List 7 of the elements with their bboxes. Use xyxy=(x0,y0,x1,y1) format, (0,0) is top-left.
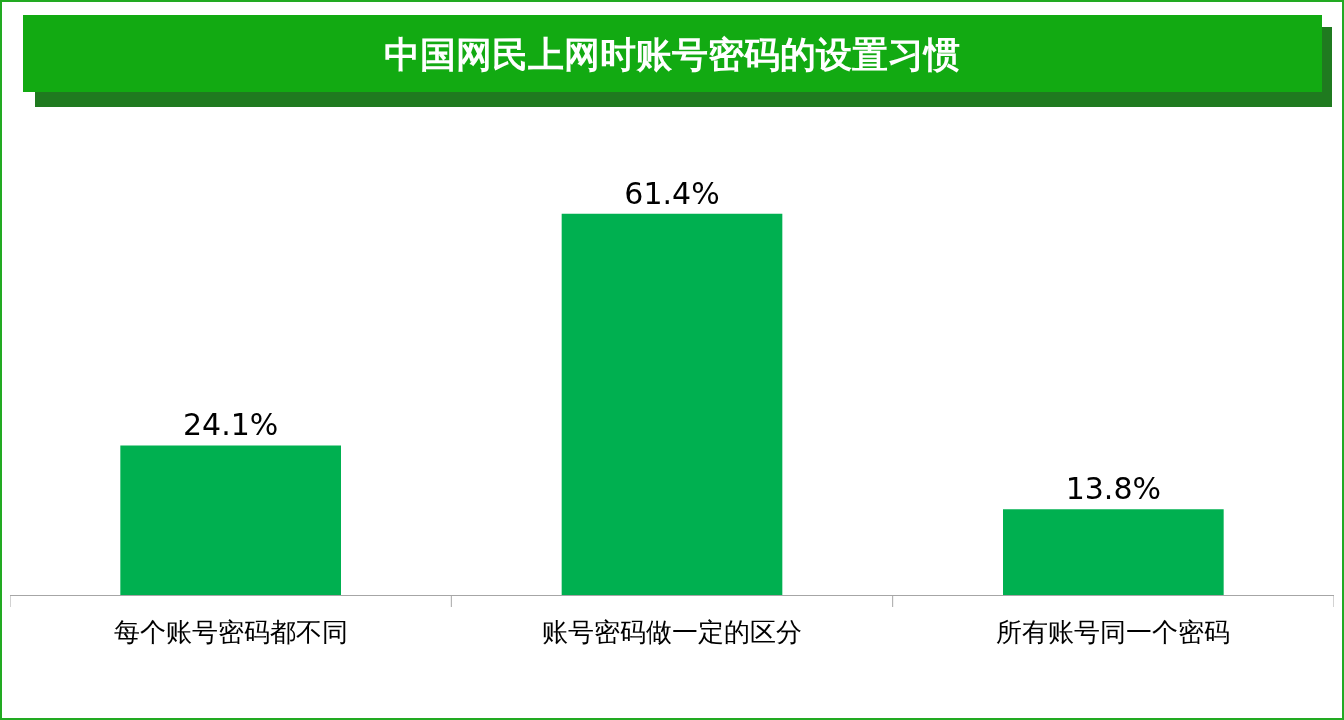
x-tick-label: 账号密码做一定的区分 xyxy=(542,617,802,648)
chart-title: 中国网民上网时账号密码的设置习惯 xyxy=(384,33,960,75)
data-label: 13.8% xyxy=(1065,471,1161,507)
x-tick-label: 所有账号同一个密码 xyxy=(996,617,1231,648)
x-tick-label: 每个账号密码都不同 xyxy=(113,617,348,648)
data-label: 24.1% xyxy=(183,407,279,443)
data-label: 61.4% xyxy=(624,175,720,211)
